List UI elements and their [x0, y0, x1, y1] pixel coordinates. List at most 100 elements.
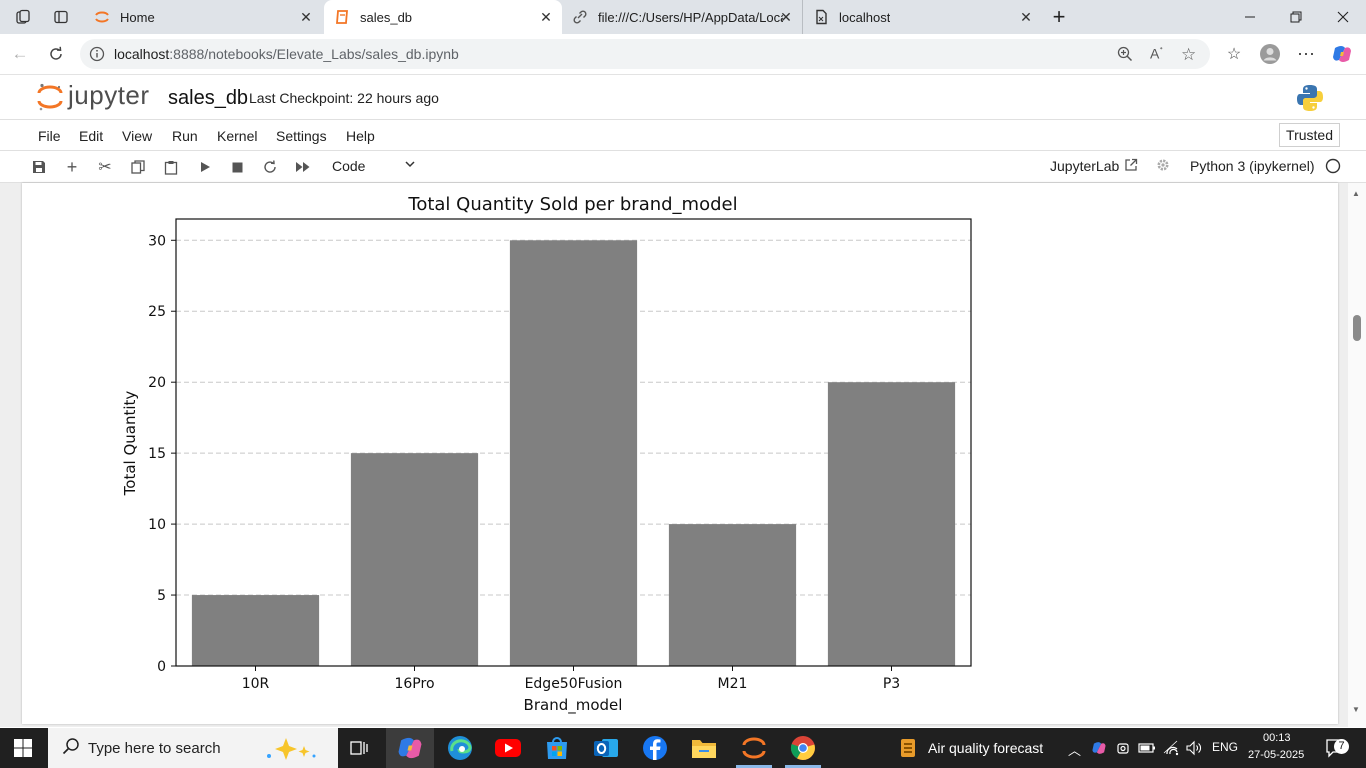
menu-settings[interactable]: Settings: [276, 128, 327, 144]
zoom-icon[interactable]: [1117, 46, 1133, 67]
tab-title: localhost: [839, 9, 891, 25]
jupyter-running-indicator: [736, 765, 772, 768]
copy-icon[interactable]: [127, 156, 149, 178]
close-tab-icon[interactable]: ✕: [540, 9, 552, 25]
close-window-icon[interactable]: [1320, 0, 1366, 34]
info-icon[interactable]: [89, 46, 105, 67]
jupyter-taskbar-icon[interactable]: [740, 734, 768, 767]
browser-tab-sales-db[interactable]: sales_db ✕: [324, 0, 562, 34]
read-aloud-icon[interactable]: Aᐩ: [1150, 45, 1163, 62]
microsoft-store-icon[interactable]: [543, 734, 571, 767]
menu-file[interactable]: File: [38, 128, 61, 144]
scrollbar-thumb[interactable]: [1353, 315, 1361, 341]
menu-help[interactable]: Help: [346, 128, 375, 144]
browser-tab-file[interactable]: file:///C:/Users/HP/AppData/Loca ✕: [562, 0, 802, 34]
paste-icon[interactable]: [160, 156, 182, 178]
cut-icon[interactable]: ✂: [98, 159, 112, 176]
url-host: localhost: [114, 46, 170, 62]
scroll-up-icon[interactable]: ▲: [1352, 189, 1360, 198]
browser-tab-home[interactable]: Home ✕: [84, 0, 322, 34]
notebook-tab-icon: [334, 9, 350, 25]
facebook-icon[interactable]: [641, 734, 669, 767]
taskbar-search-box[interactable]: Type here to search: [48, 728, 338, 768]
add-cell-icon[interactable]: +: [66, 156, 78, 177]
wifi-icon[interactable]: [1163, 740, 1179, 761]
jupyter-tab-icon: [94, 9, 110, 25]
show-hidden-icons-chevron-icon[interactable]: ︿: [1068, 743, 1082, 758]
menu-edit[interactable]: Edit: [79, 128, 104, 144]
notebook-toolbar: + ✂ Code JupyterLab Python 3 (ipykernel): [0, 151, 1366, 183]
workspaces-icon[interactable]: [0, 0, 46, 34]
jupyter-header: jupyter sales_db Last Checkpoint: 22 hou…: [0, 75, 1366, 120]
menu-run[interactable]: Run: [172, 128, 198, 144]
address-bar[interactable]: localhost:8888/notebooks/Elevate_Labs/sa…: [80, 39, 1210, 69]
save-icon[interactable]: [28, 156, 50, 178]
edge-browser-icon[interactable]: [446, 734, 474, 767]
notebook-name[interactable]: sales_db: [168, 87, 249, 109]
bar-chart: 0 5 10 15 20 25 30 10R 16Pro Edge50Fusion M21 P3 T…: [121, 194, 972, 715]
file-tab-icon: [572, 9, 588, 25]
windows-start-icon[interactable]: [14, 739, 32, 762]
x-tick-label: 16Pro: [394, 676, 434, 692]
youtube-icon[interactable]: [494, 736, 522, 765]
search-placeholder: Type here to search: [88, 739, 221, 757]
x-ticks: 10R 16Pro Edge50Fusion M21 P3: [242, 666, 900, 692]
back-icon[interactable]: ←: [11, 44, 29, 63]
new-tab-icon[interactable]: +: [1052, 4, 1066, 29]
browser-tab-localhost[interactable]: localhost ✕: [802, 0, 1042, 34]
y-axis-label: Total Quantity: [121, 391, 139, 497]
url-text: localhost:8888/notebooks/Elevate_Labs/sa…: [114, 46, 459, 62]
more-menu-icon[interactable]: ⋯: [1297, 43, 1315, 64]
run-icon[interactable]: [194, 156, 216, 178]
taskbar-active-app[interactable]: [386, 728, 434, 768]
battery-icon[interactable]: [1138, 741, 1156, 760]
cell-type-select[interactable]: Code: [332, 158, 366, 174]
y-tick-label: 10: [148, 517, 166, 533]
clock-date[interactable]: 27-05-2025: [1248, 749, 1305, 761]
scroll-down-icon[interactable]: ▼: [1352, 705, 1360, 714]
tab-title: file:///C:/Users/HP/AppData/Loca: [598, 9, 783, 25]
jupyter-logo-icon[interactable]: [36, 82, 64, 117]
kernel-name[interactable]: Python 3 (ipykernel): [1190, 158, 1315, 174]
menu-kernel[interactable]: Kernel: [217, 128, 258, 144]
python-logo-icon: [1295, 83, 1325, 118]
trusted-badge[interactable]: Trusted: [1279, 123, 1340, 147]
jupyterlab-link[interactable]: JupyterLab: [1050, 158, 1120, 174]
copilot-icon[interactable]: [1328, 40, 1356, 68]
language-indicator[interactable]: ENG: [1212, 740, 1239, 754]
file-explorer-icon[interactable]: [690, 735, 718, 766]
close-tab-icon[interactable]: ✕: [1020, 9, 1032, 25]
bar-10r: [191, 595, 320, 666]
weather-widget-text[interactable]: Air quality forecast: [928, 740, 1044, 756]
close-tab-icon[interactable]: ✕: [300, 9, 312, 25]
favorites-icon[interactable]: ☆: [1226, 46, 1242, 63]
chrome-icon[interactable]: [789, 734, 817, 767]
x-tick-label: M21: [718, 676, 748, 692]
chrome-running-indicator: [785, 765, 821, 768]
task-view-icon[interactable]: [349, 738, 369, 763]
restart-kernel-icon[interactable]: [259, 156, 281, 178]
restart-run-all-icon[interactable]: [292, 156, 314, 178]
close-tab-icon[interactable]: ✕: [780, 9, 792, 25]
external-link-icon[interactable]: [1124, 158, 1138, 177]
outlook-icon[interactable]: [592, 734, 620, 767]
volume-icon[interactable]: [1186, 740, 1202, 761]
search-icon: [62, 737, 80, 760]
minimize-icon[interactable]: [1227, 0, 1273, 34]
meet-now-icon[interactable]: [1115, 740, 1131, 761]
stop-icon[interactable]: [226, 156, 248, 178]
notebook-scrollbar[interactable]: ▲ ▼: [1348, 183, 1366, 727]
copilot-tray-icon[interactable]: [1091, 740, 1107, 761]
menu-view[interactable]: View: [122, 128, 153, 144]
chevron-down-icon[interactable]: [404, 157, 416, 175]
tab-actions-icon[interactable]: [38, 0, 84, 34]
y-ticks: 0 5 10 15 20 25 30: [148, 233, 176, 675]
restore-icon[interactable]: [1273, 0, 1319, 34]
air-quality-weather-icon[interactable]: [898, 737, 920, 764]
refresh-icon[interactable]: [42, 40, 70, 68]
profile-avatar[interactable]: [1256, 40, 1284, 68]
clock-time[interactable]: 00:13: [1263, 732, 1291, 744]
y-tick-label: 5: [157, 588, 166, 604]
favorite-star-icon[interactable]: ☆: [1181, 45, 1197, 64]
notebook-cell-output: 0 5 10 15 20 25 30 10R 16Pro Edge50Fusion M21 P3 T…: [22, 183, 1338, 724]
